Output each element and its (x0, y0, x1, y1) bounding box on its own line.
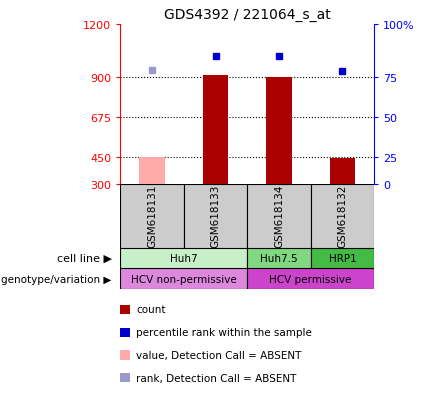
Text: rank, Detection Call = ABSENT: rank, Detection Call = ABSENT (136, 373, 297, 383)
Bar (139, 158, 165, 184)
Bar (266, 78, 292, 184)
Text: percentile rank within the sample: percentile rank within the sample (136, 328, 312, 337)
Bar (247, 248, 310, 268)
Bar (247, 184, 310, 248)
Text: HCV non-permissive: HCV non-permissive (131, 274, 237, 284)
Text: HRP1: HRP1 (329, 253, 356, 263)
Bar (184, 184, 247, 248)
Bar (120, 184, 184, 248)
Text: HCV permissive: HCV permissive (270, 274, 352, 284)
Title: GDS4392 / 221064_s_at: GDS4392 / 221064_s_at (164, 8, 331, 22)
Bar (310, 248, 374, 268)
Bar (203, 76, 228, 184)
Text: Huh7.5: Huh7.5 (260, 253, 298, 263)
Bar (310, 184, 374, 248)
Text: value, Detection Call = ABSENT: value, Detection Call = ABSENT (136, 350, 302, 360)
Text: GSM618133: GSM618133 (211, 185, 221, 248)
Text: count: count (136, 305, 166, 315)
Text: GSM618132: GSM618132 (338, 185, 347, 248)
Text: GSM618134: GSM618134 (274, 185, 284, 248)
Text: cell line ▶: cell line ▶ (57, 253, 112, 263)
Bar (330, 158, 355, 184)
Text: genotype/variation ▶: genotype/variation ▶ (1, 274, 112, 284)
Bar (120, 268, 247, 289)
Bar (120, 248, 247, 268)
Text: Huh7: Huh7 (170, 253, 198, 263)
Text: GSM618131: GSM618131 (147, 185, 157, 248)
Bar (247, 268, 374, 289)
